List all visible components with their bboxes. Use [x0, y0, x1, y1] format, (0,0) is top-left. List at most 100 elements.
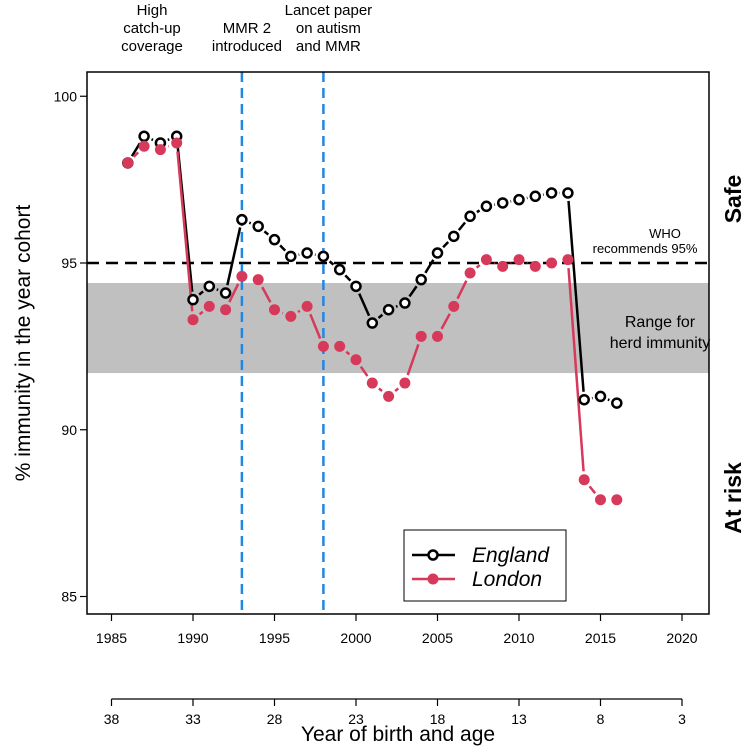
age-tick-label: 23 — [348, 711, 364, 727]
england-point — [480, 200, 493, 213]
series-london-segment — [228, 283, 240, 303]
series-england-segment — [279, 244, 287, 252]
x-tick-label: 1985 — [96, 630, 127, 646]
london-point — [269, 304, 280, 316]
england-point — [545, 187, 558, 199]
england-point — [496, 197, 509, 209]
series-england-segment — [151, 138, 154, 142]
legend-box — [403, 529, 567, 602]
series-london-segment — [261, 286, 272, 303]
england-point — [594, 390, 607, 403]
london-point — [513, 254, 525, 266]
series-london-segment — [198, 310, 204, 316]
series-london-segment — [309, 313, 322, 339]
england-point — [219, 287, 232, 299]
london-point — [546, 257, 558, 269]
event-label: and MMR — [296, 38, 361, 55]
england-point — [399, 297, 411, 309]
london-point — [334, 340, 346, 352]
y-tick-label: 85 — [61, 589, 77, 605]
series-london-segment — [440, 313, 451, 330]
london-point — [562, 254, 574, 266]
england-point — [252, 220, 264, 233]
london-point — [301, 300, 313, 312]
age-tick-label: 3 — [678, 711, 686, 727]
series-london-segment — [475, 264, 481, 269]
london-point — [529, 260, 541, 272]
england-point — [285, 250, 297, 263]
series-london-segment — [456, 280, 468, 300]
series-london-segment — [359, 365, 369, 377]
plot-frame — [86, 71, 710, 615]
series-england-segment — [607, 398, 610, 402]
band-label-line1: Range for — [625, 314, 696, 331]
london-point — [399, 377, 411, 389]
england-point — [448, 230, 460, 243]
age-tick-label: 13 — [511, 711, 527, 727]
series-england-segment — [216, 288, 219, 292]
england-point — [464, 210, 476, 223]
legend-london-marker — [427, 573, 439, 585]
x-tick-label: 1995 — [259, 630, 290, 646]
series-england-segment — [408, 285, 418, 298]
london-point — [432, 330, 443, 342]
england-point — [415, 273, 427, 286]
event-label: coverage — [121, 38, 183, 55]
england-point — [578, 393, 590, 406]
england-point — [203, 280, 216, 293]
series-england-segment — [395, 304, 398, 308]
x-tick-label: 2000 — [340, 630, 371, 646]
england-point — [138, 130, 150, 143]
series-london-segment — [588, 485, 597, 494]
series-london-segment — [567, 268, 585, 472]
y-axis-label: % immunity in the year cohort — [12, 205, 35, 482]
series-england-segment — [198, 290, 204, 296]
london-point — [138, 140, 150, 152]
london-point — [203, 300, 215, 312]
series-london-segment — [345, 350, 351, 356]
series-england-segment — [358, 293, 371, 317]
london-point — [154, 144, 166, 156]
england-point — [382, 303, 395, 316]
y-tick-label: 100 — [54, 88, 78, 104]
series-london-segment — [394, 387, 400, 392]
series-england-segment — [377, 313, 384, 319]
legend-london-label: London — [472, 568, 542, 591]
london-point — [252, 274, 264, 286]
herd-immunity-band — [87, 283, 709, 374]
london-point — [220, 304, 232, 316]
event-label: on autism — [296, 20, 361, 37]
series-england-segment — [424, 259, 435, 274]
band-label-line2: herd immunity — [610, 335, 710, 352]
y-tick-label: 95 — [61, 255, 77, 271]
england-point — [187, 293, 199, 306]
london-point — [187, 314, 199, 326]
age-tick-label: 28 — [267, 711, 283, 727]
london-point — [122, 157, 134, 169]
age-tick-label: 8 — [597, 711, 605, 727]
england-point — [333, 263, 346, 276]
x-tick-label: 2010 — [503, 630, 534, 646]
legend-england-label: England — [472, 544, 550, 567]
england-point — [301, 247, 313, 259]
england-point — [611, 397, 623, 409]
event-label: catch-up — [123, 20, 181, 37]
series-england-segment — [167, 138, 170, 142]
event-label: High — [137, 2, 168, 19]
series-england-segment — [344, 274, 352, 282]
series-england-segment — [442, 241, 450, 249]
x-tick-label: 2005 — [422, 630, 453, 646]
series-london-segment — [378, 387, 383, 392]
series-london-segment — [132, 151, 140, 158]
series-england-segment — [567, 200, 585, 392]
england-point — [562, 187, 574, 199]
london-point — [285, 310, 297, 322]
series-england-segment — [457, 221, 467, 231]
side-label-at-risk: At risk — [720, 462, 746, 534]
london-point — [317, 340, 329, 352]
london-point — [171, 137, 183, 149]
series-london-segment — [406, 343, 420, 376]
event-label: introduced — [212, 38, 282, 55]
london-point — [464, 267, 476, 279]
